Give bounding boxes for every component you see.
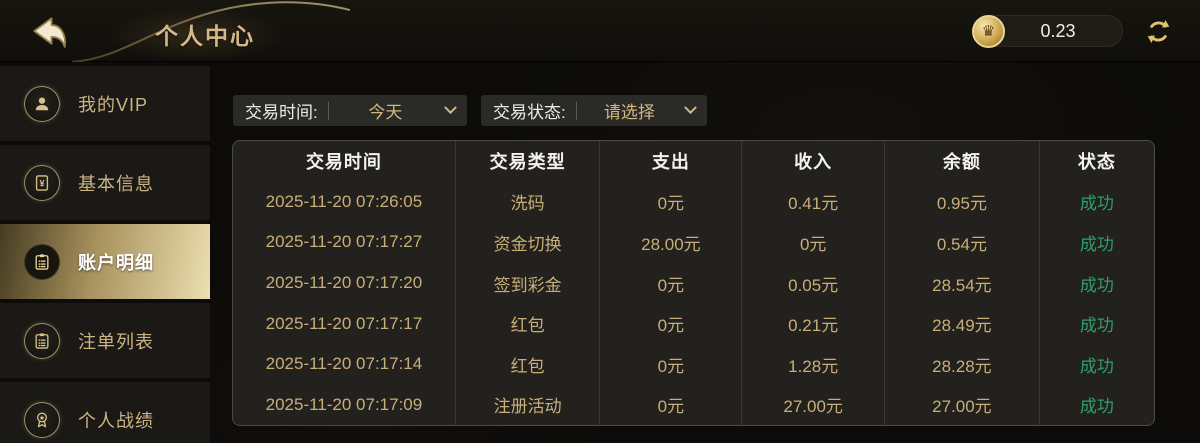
column-header: 余额 <box>942 152 981 173</box>
balance-field[interactable]: ♛ 0.23 <box>972 15 1123 48</box>
table-cell: 28.54元 <box>932 275 992 295</box>
table-cell: 注册活动 <box>493 397 562 417</box>
yuan-document-icon: ¥ <box>24 164 60 201</box>
sidebar-item-label: 个人战绩 <box>78 410 154 431</box>
gold-coin-icon: ♛ <box>972 15 1005 48</box>
table-cell: 0.41元 <box>788 194 839 214</box>
table-column-income: 收入 0.41元 0元 0.05元 0.21元 1.28元 27.00元 <box>742 141 886 425</box>
chevron-down-icon <box>684 101 697 115</box>
table-cell: 27.00元 <box>932 397 992 417</box>
sidebar-item-label: 我的VIP <box>78 94 149 115</box>
table-cell: 红包 <box>510 356 545 376</box>
refresh-icon <box>1147 19 1170 43</box>
filter-bar: 交易时间: 今天 交易状态: 请选择 <box>233 95 707 126</box>
table-cell: 0.95元 <box>936 194 987 214</box>
mascot-image <box>105 8 285 62</box>
table-cell: 资金切换 <box>493 234 562 254</box>
table-cell: 洗码 <box>510 194 545 214</box>
table-cell: 0元 <box>657 356 685 376</box>
table-cell: 0元 <box>657 316 685 336</box>
table-cell: 2025-11-20 07:26:05 <box>265 191 423 211</box>
back-arrow-icon <box>33 17 66 48</box>
column-header: 状态 <box>1077 152 1116 173</box>
user-icon <box>24 85 60 122</box>
table-cell: 28.49元 <box>932 316 992 336</box>
table-cell: 签到彩金 <box>493 275 562 295</box>
sidebar-item-bet-list[interactable]: 注单列表 <box>0 303 210 378</box>
top-bar: 个人中心 ♛ 0.23 <box>0 0 1200 62</box>
table-cell: 2025-11-20 07:17:14 <box>265 354 423 374</box>
balance-value: 0.23 <box>1040 20 1076 41</box>
divider <box>575 101 577 120</box>
table-cell: 28.28元 <box>932 356 992 376</box>
sidebar-item-label: 基本信息 <box>78 173 154 194</box>
sidebar-item-basic-info[interactable]: ¥ 基本信息 <box>0 145 210 220</box>
account-detail-icon <box>24 243 60 280</box>
transaction-status-dropdown[interactable]: 交易状态: 请选择 <box>481 95 707 126</box>
filter-selected-value: 今天 <box>368 103 403 122</box>
table-cell: 0.54元 <box>936 234 987 254</box>
divider <box>327 101 329 120</box>
sidebar-item-personal-record[interactable]: 个人战绩 <box>0 382 210 443</box>
main-content: 交易时间: 今天 交易状态: 请选择 交易时间 2025-11-20 07:26… <box>210 62 1200 443</box>
status-badge: 成功 <box>1079 356 1114 376</box>
table-column-balance: 余额 0.95元 0.54元 28.54元 28.49元 28.28元 27.0… <box>885 141 1040 425</box>
table-column-type: 交易类型 洗码 资金切换 签到彩金 红包 红包 注册活动 <box>456 141 601 425</box>
back-button[interactable] <box>22 11 72 53</box>
filter-label: 交易状态: <box>493 103 566 122</box>
status-badge: 成功 <box>1079 275 1114 295</box>
status-badge: 成功 <box>1079 397 1114 417</box>
table-column-time: 交易时间 2025-11-20 07:26:05 2025-11-20 07:1… <box>233 141 456 425</box>
table-cell: 2025-11-20 07:17:20 <box>265 273 423 293</box>
table-cell: 0元 <box>657 194 685 214</box>
table-cell: 2025-11-20 07:17:09 <box>265 394 423 414</box>
table-cell: 0元 <box>799 234 827 254</box>
table-cell: 0元 <box>657 397 685 417</box>
filter-selected-value: 请选择 <box>603 103 655 122</box>
column-header: 交易时间 <box>305 152 382 173</box>
refresh-button[interactable] <box>1145 18 1172 45</box>
sidebar: 我的VIP ¥ 基本信息 账户明细 <box>0 62 210 443</box>
status-badge: 成功 <box>1079 194 1114 214</box>
filter-label: 交易时间: <box>245 103 318 122</box>
sidebar-item-my-vip[interactable]: 我的VIP <box>0 66 210 141</box>
transaction-time-dropdown[interactable]: 交易时间: 今天 <box>233 95 467 126</box>
table-cell: 1.28元 <box>788 356 839 376</box>
chevron-down-icon <box>444 101 457 115</box>
column-header: 交易类型 <box>489 152 566 173</box>
sidebar-item-label: 注单列表 <box>78 331 154 352</box>
medal-icon <box>24 401 60 438</box>
column-header: 支出 <box>651 152 690 173</box>
svg-text:¥: ¥ <box>39 178 45 188</box>
table-cell: 0元 <box>657 275 685 295</box>
sidebar-item-account-detail[interactable]: 账户明细 <box>0 224 210 299</box>
table-cell: 0.21元 <box>788 316 839 336</box>
sidebar-item-label: 账户明细 <box>78 252 154 273</box>
table-cell: 28.00元 <box>641 234 701 254</box>
status-badge: 成功 <box>1079 316 1114 336</box>
column-header: 收入 <box>794 152 833 173</box>
table-cell: 27.00元 <box>783 397 843 417</box>
status-badge: 成功 <box>1079 234 1114 254</box>
table-cell: 2025-11-20 07:17:27 <box>265 232 423 252</box>
table-cell: 0.05元 <box>788 275 839 295</box>
bet-list-icon <box>24 322 60 359</box>
table-cell: 2025-11-20 07:17:17 <box>265 313 423 333</box>
transaction-table: 交易时间 2025-11-20 07:26:05 2025-11-20 07:1… <box>232 140 1155 426</box>
table-column-status: 状态 成功 成功 成功 成功 成功 成功 <box>1040 141 1154 425</box>
table-column-expense: 支出 0元 28.00元 0元 0元 0元 0元 <box>600 141 743 425</box>
table-cell: 红包 <box>510 316 545 336</box>
page-title: 个人中心 <box>155 23 255 49</box>
